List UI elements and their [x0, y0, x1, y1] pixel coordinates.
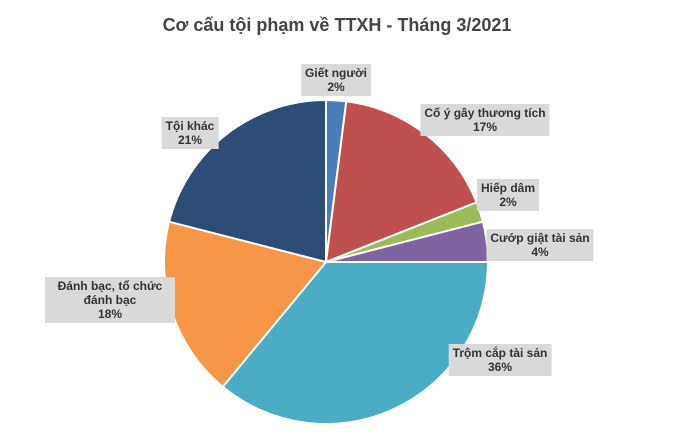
label-value: 18%: [97, 307, 123, 321]
label-category: Hiếp dâm: [480, 181, 536, 195]
label-category: Tội khác: [165, 119, 215, 133]
label-value: 21%: [177, 133, 203, 147]
chart-title: Cơ cấu tội phạm về TTXH - Tháng 3/2021: [163, 15, 512, 35]
label-value: 2%: [327, 80, 345, 94]
data-label: Đánh bạc, tổ chức đánh bạc 18%: [45, 277, 175, 323]
data-label: Giết người 2%: [301, 64, 371, 96]
label-value: 17%: [472, 120, 498, 134]
pie-slice: [221, 261, 490, 425]
label-value: 4%: [531, 245, 549, 259]
data-label: Trộm cắp tài sản 36%: [448, 344, 552, 376]
label-value: 36%: [487, 360, 513, 374]
label-category: Đánh bạc, tổ chức đánh bạc: [57, 279, 163, 307]
label-category: Giết người: [305, 66, 367, 80]
label-category: Cố ý gây thương tích: [424, 106, 546, 120]
label-category: Trộm cắp tài sản: [452, 346, 548, 360]
data-label: Cố ý gây thương tích 17%: [420, 104, 550, 136]
label-value: 2%: [499, 195, 517, 209]
data-label: Tội khác 21%: [161, 117, 219, 149]
data-label: Cướp giật tài sản 4%: [486, 229, 594, 261]
label-category: Cướp giật tài sản: [490, 231, 590, 245]
pie-slice: [167, 98, 327, 264]
data-label: Hiếp dâm 2%: [476, 179, 540, 211]
